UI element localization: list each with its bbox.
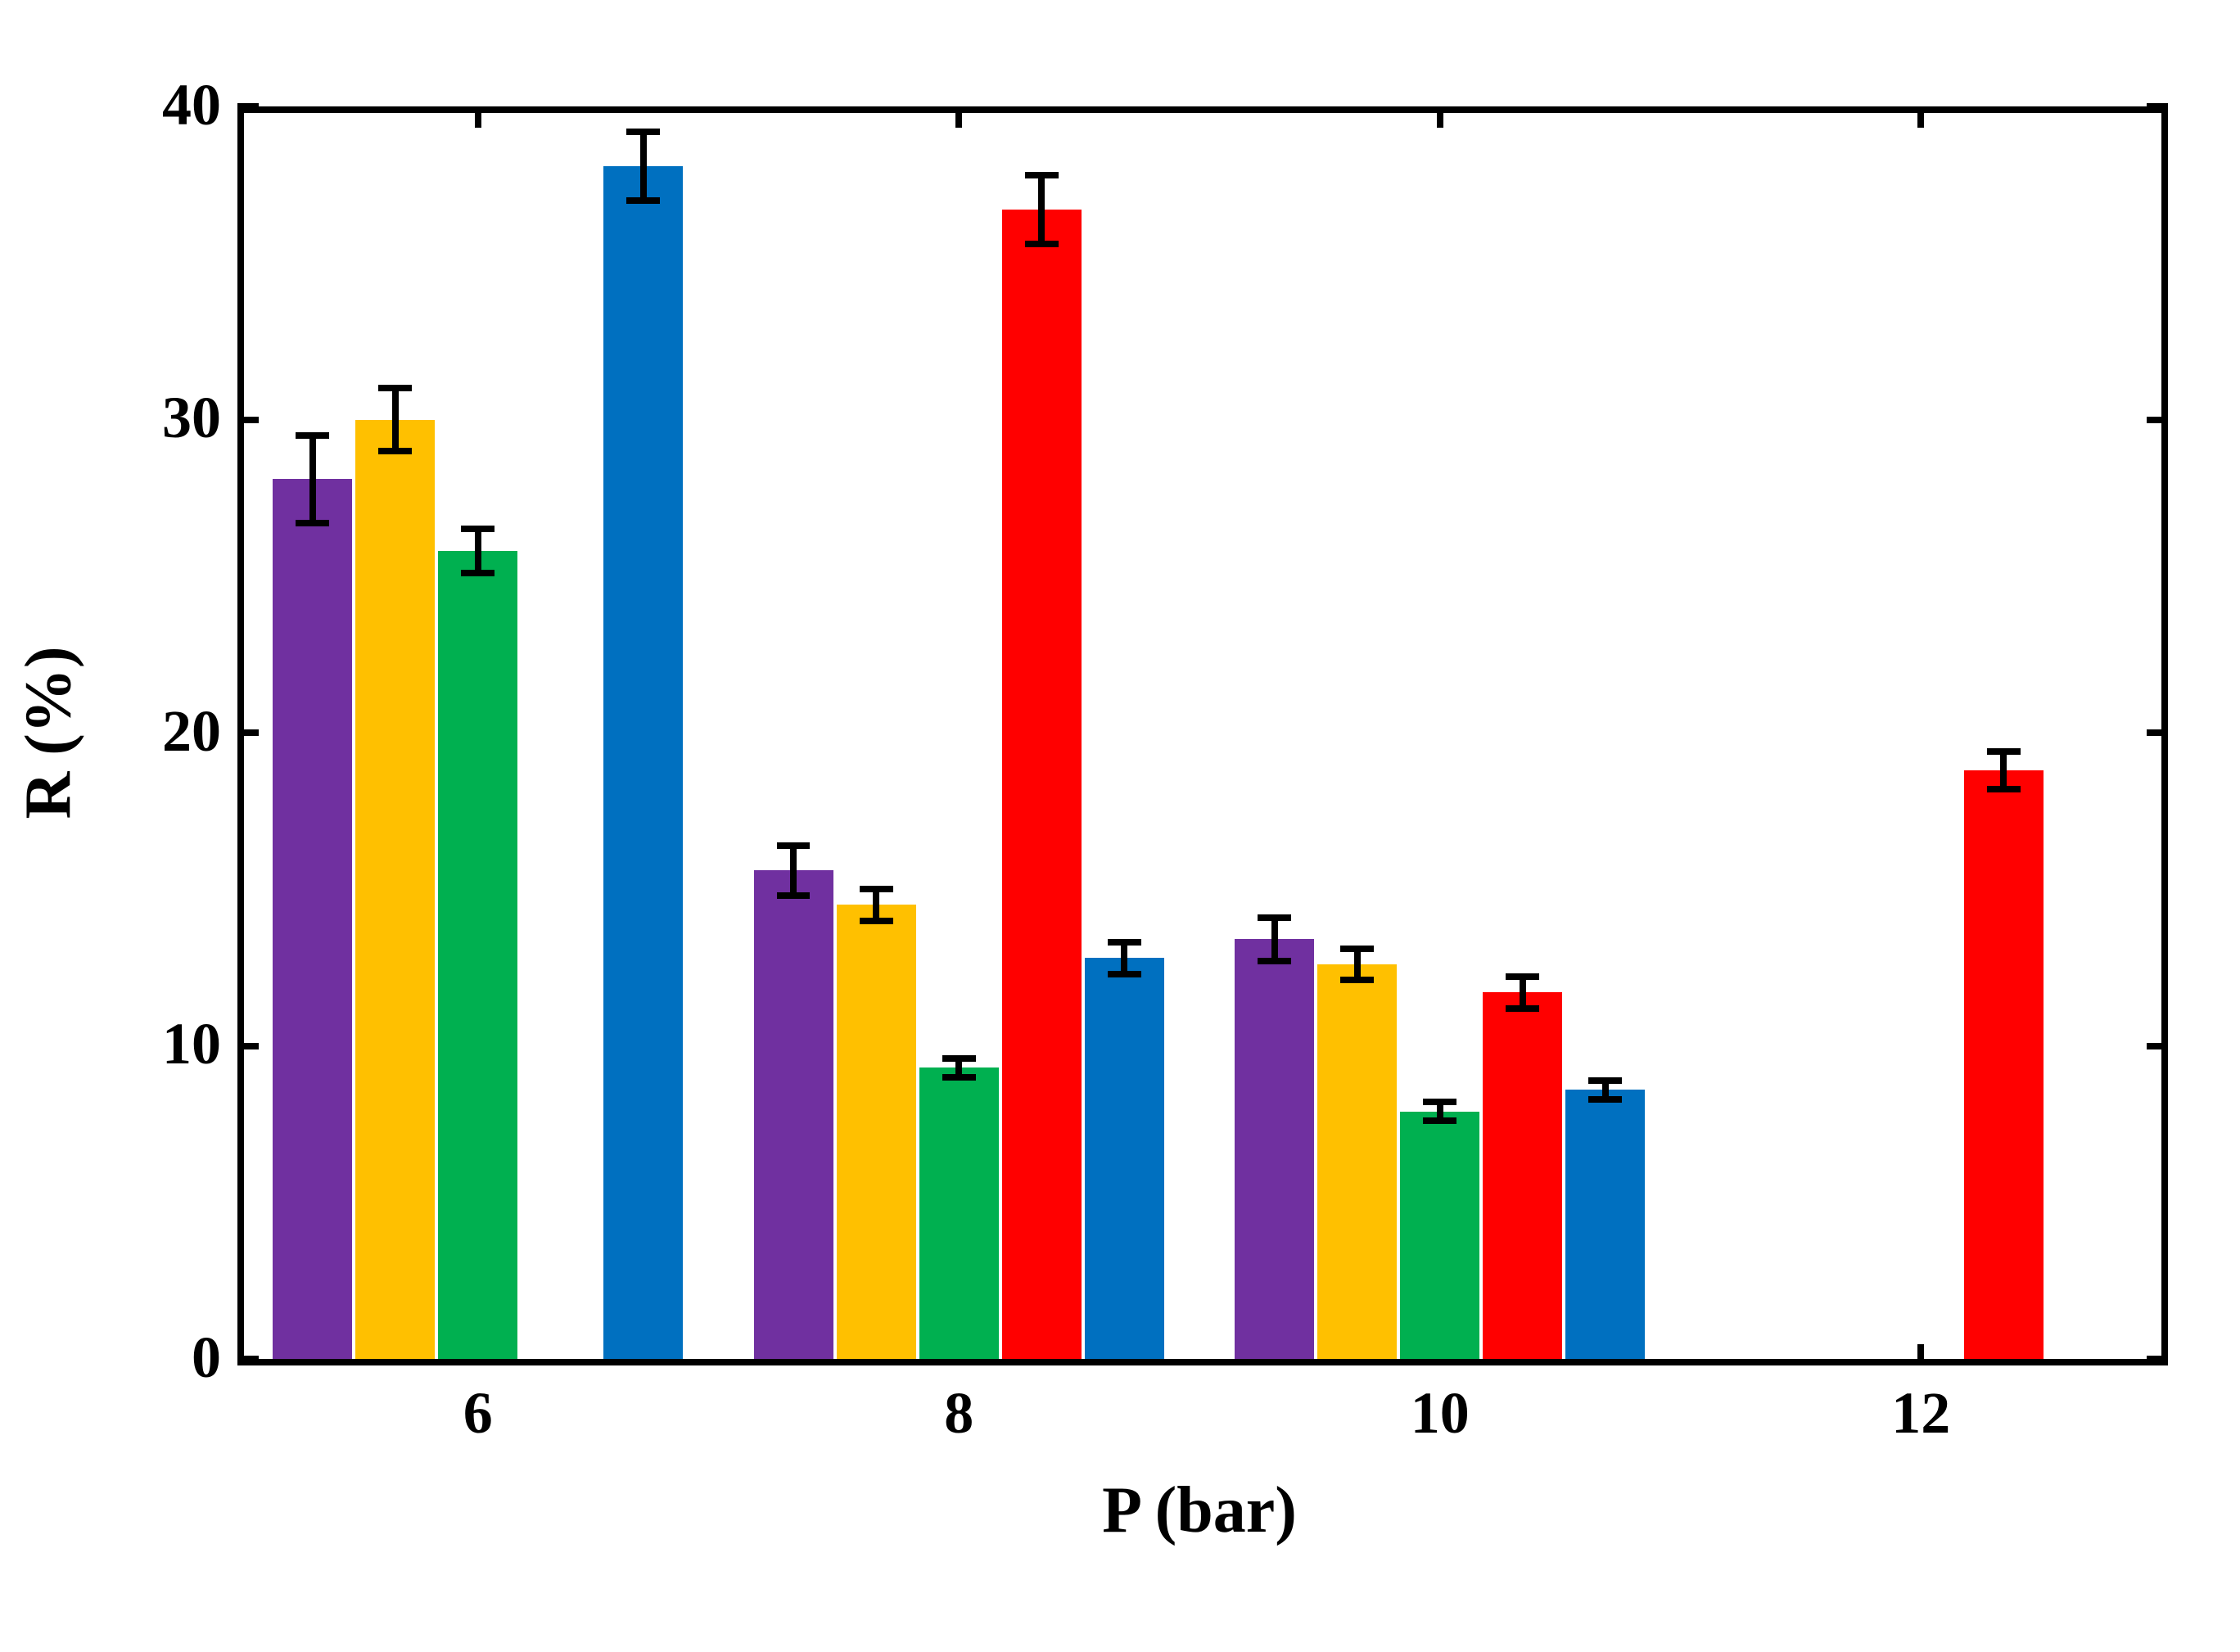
y-tick-label: 0 (192, 1324, 221, 1392)
bar (1002, 210, 1082, 1359)
bar (355, 420, 435, 1360)
bar (1235, 939, 1314, 1359)
bar (754, 870, 833, 1359)
x-tick-label: 6 (463, 1379, 493, 1447)
bar-chart: 0 10 20 30 40 R (%) 6 8 10 12 P (bar) (0, 33, 2240, 1619)
x-tick-label: 8 (944, 1379, 973, 1447)
bar (1483, 992, 1562, 1359)
y-tick-label: 10 (162, 1010, 221, 1078)
bar (273, 479, 352, 1359)
y-tick-label: 20 (162, 697, 221, 765)
bar (919, 1067, 999, 1359)
x-tick-label: 10 (1411, 1379, 1470, 1447)
y-tick-label: 40 (162, 71, 221, 139)
bar (603, 166, 683, 1359)
bar (1400, 1112, 1479, 1359)
y-axis-title: R (%) (12, 646, 87, 819)
bar (837, 905, 916, 1359)
bar (1317, 964, 1397, 1359)
bar (1565, 1090, 1645, 1359)
y-tick-label: 30 (162, 384, 221, 452)
bar (1964, 770, 2044, 1359)
x-axis-title: P (bar) (1102, 1474, 1297, 1548)
bar (1085, 958, 1164, 1359)
bar (438, 551, 517, 1359)
x-tick-label: 12 (1891, 1379, 1950, 1447)
